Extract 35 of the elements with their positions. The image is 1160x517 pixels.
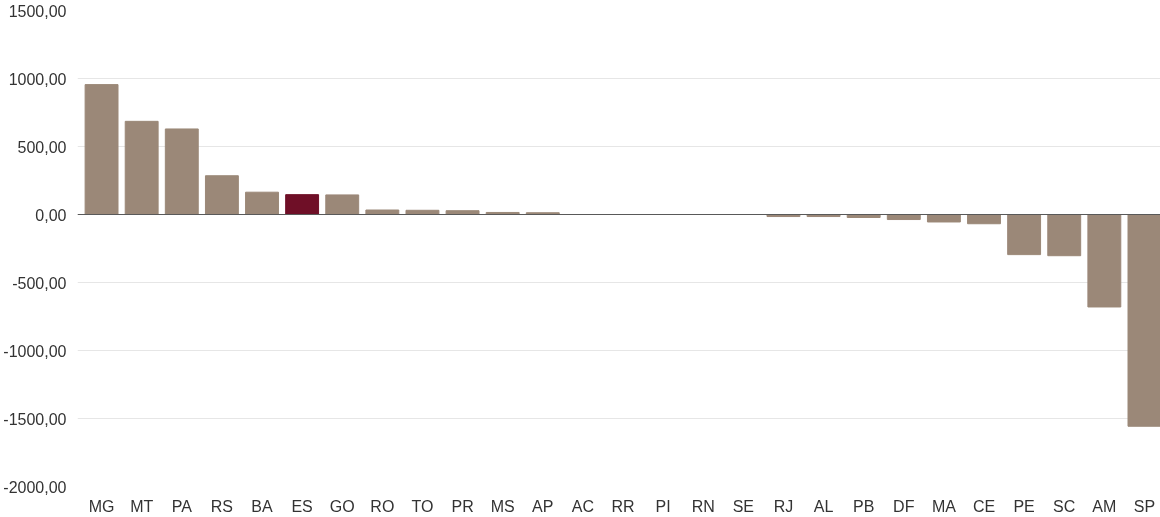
x-tick-label: PI — [655, 497, 671, 515]
x-tick-label: SE — [732, 497, 755, 515]
x-tick-label: TO — [411, 497, 434, 515]
y-tick-label: -2000,00 — [3, 478, 67, 496]
y-tick-label: -1500,00 — [3, 410, 67, 428]
y-tick-label: 1500,00 — [8, 2, 67, 20]
y-tick-label: -1000,00 — [3, 342, 67, 360]
y-tick-label: 500,00 — [17, 138, 67, 156]
x-tick-label: PR — [451, 497, 474, 515]
x-tick-label: PB — [853, 497, 875, 515]
x-tick-label: AC — [571, 497, 595, 515]
x-tick-label: SP — [1133, 497, 1156, 515]
x-tick-label: PA — [171, 497, 193, 515]
x-tick-label: RJ — [773, 497, 794, 515]
x-tick-label: BA — [251, 497, 274, 515]
x-tick-label: RO — [370, 497, 395, 515]
y-tick-label: 1000,00 — [8, 70, 67, 88]
y-tick-label: -500,00 — [12, 274, 67, 292]
y-tick-label: 0,00 — [35, 206, 67, 224]
x-tick-label: MT — [130, 497, 154, 515]
x-tick-label: GO — [329, 497, 355, 515]
x-tick-label: ES — [291, 497, 313, 515]
x-tick-label: AL — [813, 497, 834, 515]
x-tick-label: RS — [210, 497, 234, 515]
x-tick-label: AM — [1092, 497, 1117, 515]
x-tick-label: MS — [490, 497, 515, 515]
x-tick-label: RR — [611, 497, 635, 515]
x-tick-label: RN — [691, 497, 715, 515]
x-tick-label: PE — [1013, 497, 1035, 515]
x-tick-label: MG — [88, 497, 115, 515]
x-tick-label: AP — [532, 497, 554, 515]
x-tick-label: CE — [972, 497, 996, 515]
x-tick-label: DF — [893, 497, 915, 515]
x-tick-label: MA — [931, 497, 957, 515]
x-tick-label: SC — [1053, 497, 1076, 515]
